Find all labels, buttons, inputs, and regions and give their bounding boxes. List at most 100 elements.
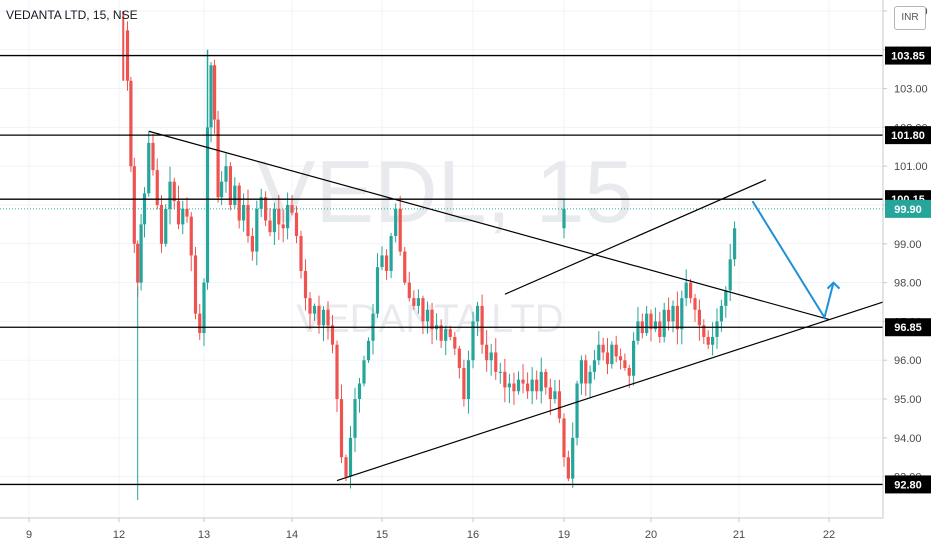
x-axis-ticks: 9 12 13 14 15 16 19 20 21 22 — [26, 518, 835, 541]
candle-body — [605, 352, 610, 365]
candle-body — [711, 336, 715, 345]
candle-body — [530, 379, 534, 392]
watermark: VEDL, 15 VEDANTA LTD — [257, 142, 634, 341]
candle-body — [129, 80, 133, 167]
candle-body — [544, 371, 548, 388]
price-tag-label: 103.85 — [891, 51, 925, 63]
candle-body — [680, 298, 684, 330]
candle-body — [671, 305, 675, 322]
candle-body — [601, 344, 605, 353]
candle-body — [507, 383, 511, 388]
x-tick-label: 21 — [733, 529, 745, 541]
candle-body — [706, 336, 710, 345]
candle-body — [719, 305, 723, 322]
candle-body — [246, 204, 250, 237]
price-tag-label: 99.90 — [894, 204, 922, 216]
price-tag-box — [885, 46, 931, 65]
candle-body — [344, 457, 348, 477]
candle-body — [375, 267, 380, 314]
candle-body — [512, 383, 516, 392]
price-tag-label: 96.85 — [894, 322, 922, 334]
x-tick-label: 16 — [467, 529, 479, 541]
candle-body — [471, 321, 475, 361]
price-tag-label: 101.80 — [891, 130, 925, 142]
projection-arrow — [751, 200, 841, 321]
candle-body — [649, 313, 653, 330]
candle-body — [212, 65, 217, 120]
candle-body — [317, 305, 321, 326]
candle-body — [242, 204, 246, 221]
candle-body — [380, 255, 384, 268]
candle-body — [398, 208, 402, 252]
candle-body — [516, 379, 521, 392]
candle-body — [185, 208, 189, 217]
candle-body — [521, 379, 525, 384]
candle-body — [250, 236, 254, 252]
candle-body — [562, 208, 566, 229]
candle-body — [535, 379, 539, 392]
projection-path — [751, 200, 835, 321]
y-tick-label: 95.00 — [894, 394, 922, 406]
candle-body — [421, 298, 425, 322]
y-tick-label: 101.00 — [894, 161, 928, 173]
candle-body — [321, 309, 326, 326]
trendlines — [148, 130, 884, 482]
candle-body — [403, 251, 407, 283]
candle-body — [412, 298, 416, 306]
candle-body — [627, 367, 631, 376]
candle-body — [503, 371, 507, 388]
candle-body — [623, 360, 627, 368]
candle-body — [348, 437, 353, 477]
price-tag-box — [885, 126, 931, 145]
currency-button[interactable]: INR — [894, 6, 926, 30]
candle-body — [610, 344, 614, 365]
candle-body — [164, 208, 168, 244]
candle-body — [277, 208, 281, 225]
candle-body — [575, 383, 579, 438]
arrow-head — [826, 281, 841, 290]
candle-body — [614, 344, 618, 357]
candle-body — [151, 142, 155, 171]
candle-body — [216, 119, 220, 198]
candle-body — [733, 228, 737, 260]
trendline — [336, 301, 884, 482]
candle-body — [430, 309, 434, 330]
candle-body — [353, 399, 357, 438]
chart-title: VEDANTA LTD, 15, NSE — [6, 8, 138, 22]
candle-body — [466, 360, 471, 400]
x-tick-label: 14 — [286, 529, 298, 541]
candle-body — [384, 255, 389, 271]
candle-body — [697, 309, 701, 326]
price-tag-label: 92.80 — [894, 479, 922, 491]
candle-body — [255, 208, 259, 252]
candle-body — [684, 282, 688, 299]
candle-body — [645, 313, 649, 334]
candle-body — [189, 216, 193, 256]
candle-body — [233, 185, 237, 205]
candle-body — [539, 371, 543, 392]
candle-body — [139, 224, 143, 283]
candle-body — [209, 65, 213, 128]
candle-body — [136, 243, 140, 283]
candle-body — [264, 197, 268, 221]
candle-body — [281, 224, 285, 229]
candle-body — [662, 309, 666, 337]
candle-body — [339, 399, 344, 458]
candle-body — [294, 212, 299, 237]
candle-body — [147, 142, 151, 194]
x-tick-label: 15 — [376, 529, 388, 541]
candle-body — [286, 204, 290, 229]
candle-body — [480, 305, 484, 345]
candle-body — [462, 367, 466, 400]
candle-body — [425, 309, 430, 322]
y-tick-label: 96.00 — [894, 355, 922, 367]
price-tag-box — [885, 318, 931, 337]
horizontal-levels — [0, 54, 883, 486]
candle-body — [653, 321, 657, 330]
candle-body — [557, 391, 562, 419]
y-tick-label: 98.00 — [894, 278, 922, 290]
candle-body — [220, 181, 224, 198]
x-tick-label: 19 — [558, 529, 570, 541]
